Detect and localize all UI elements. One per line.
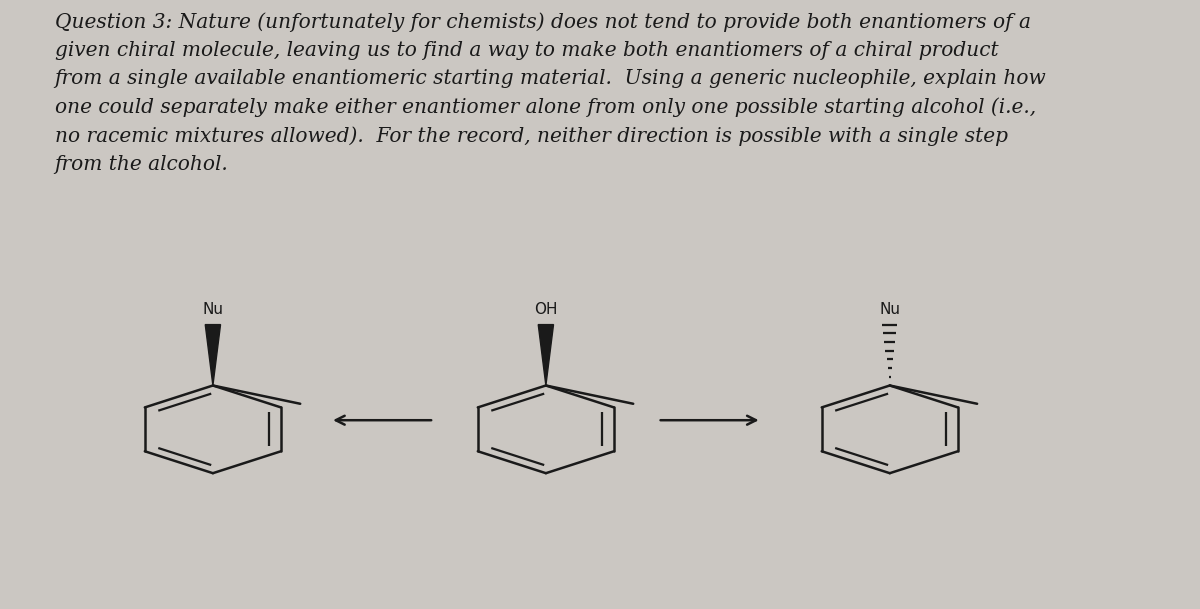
- Polygon shape: [539, 325, 553, 385]
- Text: OH: OH: [534, 302, 558, 317]
- Text: Question 3: Nature (unfortunately for chemists) does not tend to provide both en: Question 3: Nature (unfortunately for ch…: [54, 12, 1046, 174]
- Polygon shape: [205, 325, 221, 385]
- Text: Nu: Nu: [203, 302, 223, 317]
- Text: Nu: Nu: [880, 302, 900, 317]
